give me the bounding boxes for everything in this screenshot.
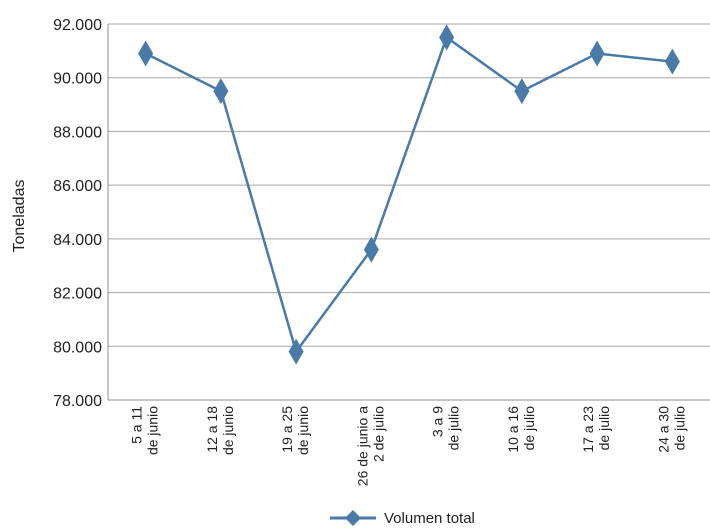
series-line: [145, 36, 673, 353]
x-category-label: de julio: [671, 406, 687, 451]
x-category-label: 26 de junio a: [354, 406, 370, 486]
x-category-label: de julio: [596, 406, 612, 451]
x-category-label: de julio: [521, 406, 537, 451]
gridlines: [107, 23, 710, 401]
x-category-label: 2 de julio: [370, 406, 386, 462]
x-category-label: 5 a 11: [129, 406, 145, 444]
series-volumen-total: [138, 24, 680, 365]
legend-diamond-icon: [345, 510, 361, 526]
y-axis-title: Toneladas: [11, 180, 28, 253]
y-tick-label: 92.000: [53, 17, 102, 34]
data-point-marker: [288, 338, 304, 365]
data-point-marker: [138, 40, 154, 67]
data-point-marker: [439, 24, 455, 51]
x-category-label: 19 a 25: [279, 406, 295, 453]
y-tick-label: 84.000: [53, 232, 102, 249]
x-category-label: 24 a 30: [655, 406, 671, 453]
y-axis-tick-labels: 78.000 80.000 82.000 84.000 86.000 88.000 90.0…: [53, 17, 102, 410]
y-tick-label: 82.000: [53, 286, 102, 303]
y-tick-label: 90.000: [53, 71, 102, 88]
data-point-marker: [363, 236, 379, 263]
y-tick-label: 88.000: [53, 124, 102, 141]
legend: Volumen total: [330, 510, 475, 527]
data-point-marker: [589, 40, 605, 67]
legend-label-volumen-total: Volumen total: [384, 510, 475, 527]
data-point-marker: [514, 78, 530, 105]
data-point-marker: [664, 48, 680, 75]
x-category-label: 3 a 9: [430, 406, 446, 437]
data-point-marker: [213, 78, 229, 105]
x-category-label: de junio: [220, 406, 236, 455]
x-category-label: 17 a 23: [580, 406, 596, 453]
y-tick-label: 80.000: [53, 339, 102, 356]
y-tick-label: 86.000: [53, 178, 102, 195]
x-category-label: de julio: [446, 406, 462, 451]
x-axis-category-labels: 5 a 11 de junio 12 a 18 de junio 19 a 25 de j…: [129, 406, 688, 486]
x-category-label: de junio: [295, 406, 311, 455]
x-category-label: 12 a 18: [204, 406, 220, 453]
y-tick-label: 78.000: [53, 393, 102, 410]
x-category-label: 10 a 16: [505, 406, 521, 453]
x-category-label: de junio: [145, 406, 161, 455]
